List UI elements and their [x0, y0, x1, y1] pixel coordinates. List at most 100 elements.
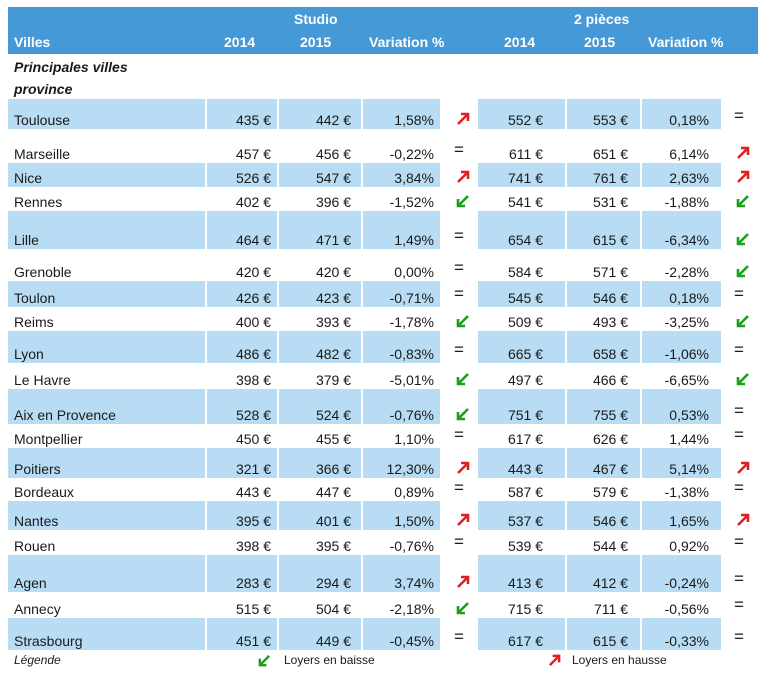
value-pvar: -1,88% [664, 194, 709, 210]
city-name: Aix en Provence [14, 407, 116, 423]
equals-icon: = [454, 340, 464, 359]
value-s2014: 395 € [235, 513, 271, 529]
equals-icon: = [734, 425, 744, 444]
cell-svar: 1,50% [363, 501, 440, 530]
cell-city: Montpellier [8, 424, 205, 448]
cell-s2014: 528 € [207, 389, 277, 424]
value-p2014: 715 € [507, 601, 543, 617]
cell-s2014: 464 € [207, 211, 277, 249]
header-col-studio-2014: 2014 [224, 34, 256, 50]
arrow-up-right-icon [736, 513, 750, 527]
table-row: Rennes 402 € 396 € -1,52% 541 € 531 € -1,88% [8, 187, 758, 211]
value-p2015: 755 € [592, 407, 628, 423]
cell-svar: -2,18% [363, 592, 440, 618]
arrow-down-left-icon [736, 314, 750, 328]
header-group-studio: Studio [294, 11, 338, 27]
value-pvar: 0,18% [669, 112, 709, 128]
cell-pvar: -0,24% [642, 555, 721, 592]
equals-icon: = [454, 532, 464, 551]
arrow-up-right-icon [456, 513, 470, 527]
cell-p2014: 611 € [478, 129, 565, 163]
cell-p2015: 711 € [567, 592, 640, 618]
cell-s2015: 423 € [279, 281, 361, 307]
cell-city: Annecy [8, 592, 205, 618]
cell-p2014: 413 € [478, 555, 565, 592]
table-row: Lyon 486 € 482 € -0,83% 665 € 658 € -1,06% = = [8, 331, 758, 363]
table-row: Agen 283 € 294 € 3,74% 413 € 412 € -0,24% = [8, 555, 758, 592]
table-row: Aix en Provence 528 € 524 € -0,76% 751 € 755 … [8, 389, 758, 424]
equals-icon: = [734, 478, 744, 497]
value-s2015: 547 € [315, 170, 351, 186]
cell-s2015: 456 € [279, 129, 361, 163]
equals-icon: = [734, 532, 744, 551]
cell-svar: -1,52% [363, 187, 440, 211]
value-s2015: 396 € [315, 194, 351, 210]
cell-pvar: 6,14% [642, 129, 721, 163]
city-name: Montpellier [14, 431, 83, 447]
arrow-down-left-icon [456, 314, 470, 328]
value-s2015: 395 € [315, 538, 351, 554]
city-name: Toulon [14, 290, 56, 306]
arrow-up-right-icon [456, 112, 470, 126]
value-p2015: 761 € [592, 170, 628, 186]
city-name: Agen [14, 575, 47, 591]
section-subtitle: Principales villes province [14, 56, 128, 100]
cell-svar: 0,89% [363, 478, 440, 501]
cell-s2014: 515 € [207, 592, 277, 618]
cell-p2015: 546 € [567, 501, 640, 530]
arrow-down-left-icon [736, 372, 750, 386]
cell-s2015: 442 € [279, 99, 361, 129]
value-s2015: 294 € [315, 575, 351, 591]
cell-p2015: 761 € [567, 163, 640, 187]
cell-p2015: 626 € [567, 424, 640, 448]
value-svar: -5,01% [389, 372, 434, 388]
cell-pvar: -3,25% [642, 307, 721, 331]
arrow-up-right-icon [456, 170, 470, 184]
cell-p2015: 658 € [567, 331, 640, 363]
cell-p2015: 553 € [567, 99, 640, 129]
equals-icon: = [734, 340, 744, 359]
table-header: Studio 2 pièces Villes 2014 2015 Variati… [8, 7, 758, 54]
arrow-down-left-icon [258, 654, 271, 670]
value-p2015: 615 € [592, 633, 628, 649]
value-p2014: 497 € [507, 372, 543, 388]
value-s2015: 442 € [315, 112, 351, 128]
cell-s2015: 471 € [279, 211, 361, 249]
value-p2014: 584 € [507, 264, 543, 280]
cell-s2015: 482 € [279, 331, 361, 363]
value-s2015: 420 € [315, 264, 351, 280]
cell-p2014: 539 € [478, 530, 565, 555]
cell-s2015: 455 € [279, 424, 361, 448]
cell-s2015: 366 € [279, 448, 361, 478]
cell-s2014: 400 € [207, 307, 277, 331]
arrow-down-left-icon [456, 601, 470, 615]
table-row: Bordeaux 443 € 447 € 0,89% 587 € 579 € -1,38% =… [8, 478, 758, 501]
cell-pvar: -6,34% [642, 211, 721, 249]
cell-s2014: 402 € [207, 187, 277, 211]
value-s2015: 482 € [315, 346, 351, 362]
cell-p2014: 665 € [478, 331, 565, 363]
value-s2014: 435 € [235, 112, 271, 128]
cell-s2015: 504 € [279, 592, 361, 618]
value-s2015: 447 € [315, 484, 351, 500]
cell-s2014: 420 € [207, 249, 277, 281]
city-name: Lille [14, 232, 39, 248]
arrow-up-right-icon [456, 575, 470, 589]
value-p2015: 544 € [592, 538, 628, 554]
cell-p2015: 546 € [567, 281, 640, 307]
equals-icon: = [734, 401, 744, 420]
cell-svar: -0,76% [363, 389, 440, 424]
cell-s2015: 393 € [279, 307, 361, 331]
value-p2014: 665 € [507, 346, 543, 362]
value-s2015: 455 € [315, 431, 351, 447]
cell-city: Toulouse [8, 99, 205, 129]
cell-pvar: 0,18% [642, 281, 721, 307]
arrow-up-right-icon [736, 170, 750, 184]
value-p2015: 615 € [592, 232, 628, 248]
cell-s2014: 426 € [207, 281, 277, 307]
header-col-villes: Villes [14, 34, 51, 50]
value-p2014: 537 € [507, 513, 543, 529]
cell-s2015: 294 € [279, 555, 361, 592]
cell-p2015: 531 € [567, 187, 640, 211]
section-subtitle-line1: Principales villes [14, 59, 128, 75]
